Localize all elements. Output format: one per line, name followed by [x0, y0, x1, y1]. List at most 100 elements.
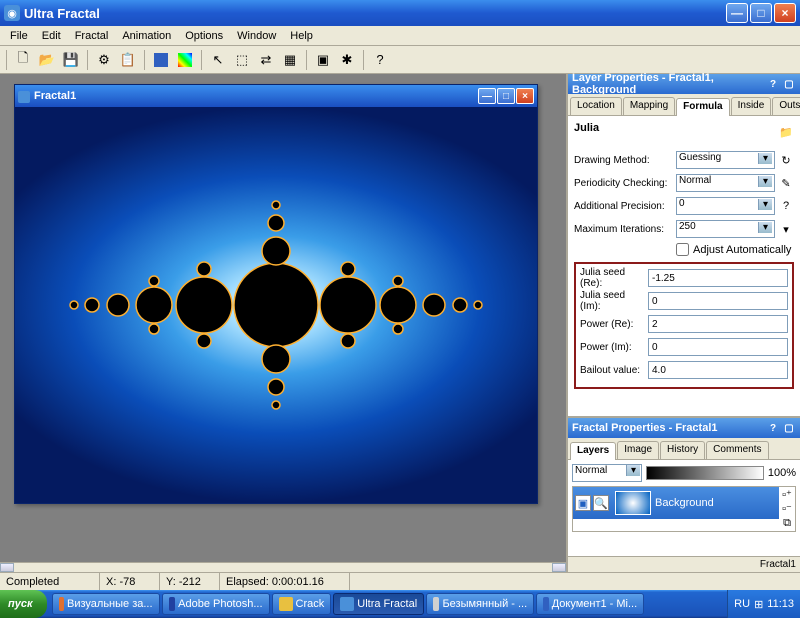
browse-icon[interactable]: ⚙ — [94, 50, 114, 70]
prop-select[interactable]: Normal — [676, 174, 775, 192]
tab-history[interactable]: History — [660, 441, 705, 459]
layer-thumbnail — [615, 491, 651, 515]
prop-select[interactable]: 250 — [676, 220, 775, 238]
maximize-button[interactable]: □ — [750, 3, 772, 23]
param-label: Julia seed (Im): — [580, 290, 648, 312]
prop-row: Periodicity Checking: Normal ✎ — [574, 173, 794, 193]
tab-comments[interactable]: Comments — [706, 441, 768, 459]
tab-layers[interactable]: Layers — [570, 442, 616, 460]
tab-mapping[interactable]: Mapping — [623, 97, 675, 115]
render-icon[interactable]: ▣ — [313, 50, 333, 70]
doc-maximize-button[interactable]: □ — [497, 88, 515, 104]
pointer-icon[interactable]: ↖ — [208, 50, 228, 70]
param-input[interactable] — [648, 338, 788, 356]
taskbar-item[interactable]: Adobe Photosh... — [162, 593, 270, 615]
param-input[interactable] — [648, 361, 788, 379]
opacity-value: 100% — [768, 467, 796, 479]
prop-action-icon[interactable]: ? — [778, 198, 794, 214]
select-icon[interactable]: ⬚ — [232, 50, 252, 70]
param-input[interactable] — [648, 292, 788, 310]
layer-item[interactable]: ▣ 🔍 Background — [573, 487, 779, 519]
document-titlebar[interactable]: Fractal1 — □ × — [15, 85, 537, 107]
doc-minimize-button[interactable]: — — [478, 88, 496, 104]
menu-file[interactable]: File — [4, 28, 34, 44]
workspace-scrollbar[interactable] — [0, 562, 566, 572]
start-button[interactable]: пуск — [0, 590, 47, 618]
blend-mode-select[interactable]: Normal — [572, 464, 642, 482]
new-icon[interactable]: 🗋 — [13, 50, 33, 70]
add-layer-icon[interactable]: ▫⁺ — [782, 489, 792, 501]
explore-icon[interactable]: ✱ — [337, 50, 357, 70]
help-icon[interactable]: ? — [370, 50, 390, 70]
task-app-icon — [59, 597, 64, 611]
prop-label: Additional Precision: — [574, 201, 676, 212]
param-row: Julia seed (Re): — [580, 268, 788, 288]
app-titlebar: ◉ Ultra Fractal — □ × — [0, 0, 800, 26]
fractal-collapse-icon[interactable]: ▢ — [782, 421, 796, 435]
prop-label: Periodicity Checking: — [574, 178, 676, 189]
formula-browse-icon[interactable]: 📁 — [778, 124, 794, 140]
layer-visibility-icon[interactable]: ▣ — [575, 495, 591, 511]
fractal-help-icon[interactable]: ? — [766, 421, 780, 435]
tab-outside[interactable]: Outside — [772, 97, 800, 115]
task-app-icon — [543, 597, 549, 611]
close-button[interactable]: × — [774, 3, 796, 23]
param-input[interactable] — [648, 315, 788, 333]
prop-label: Drawing Method: — [574, 155, 676, 166]
dup-layer-icon[interactable]: ⧉ — [783, 517, 791, 529]
tab-location[interactable]: Location — [570, 97, 622, 115]
taskbar-item[interactable]: Ultra Fractal — [333, 593, 424, 615]
prop-action-icon[interactable]: ✎ — [778, 175, 794, 191]
open-icon[interactable]: 📂 — [37, 50, 57, 70]
param-input[interactable] — [648, 269, 788, 287]
collapse-panel-icon[interactable]: ▢ — [782, 77, 796, 91]
fractal-props-header[interactable]: Fractal Properties - Fractal1 ? ▢ — [568, 418, 800, 438]
color1-icon[interactable] — [151, 50, 171, 70]
toolbar: 🗋 📂 💾 ⚙ 📋 ↖ ⬚ ⇄ ▦ ▣ ✱ ? — [0, 46, 800, 74]
tray-icon[interactable]: ⊞ — [754, 598, 763, 611]
workspace: Fractal1 — □ × — [0, 74, 568, 572]
layer-props-tabs: Location Mapping Formula Inside Outside — [568, 94, 800, 116]
prop-row: Drawing Method: Guessing ↻ — [574, 150, 794, 170]
system-tray: RU ⊞ 11:13 — [727, 590, 800, 618]
adjust-auto-label: Adjust Automatically — [693, 244, 791, 256]
minimize-button[interactable]: — — [726, 3, 748, 23]
layer-mask-icon[interactable]: 🔍 — [593, 495, 609, 511]
switch-icon[interactable]: ⇄ — [256, 50, 276, 70]
taskbar-item[interactable]: Документ1 - Mi... — [536, 593, 644, 615]
menu-animation[interactable]: Animation — [116, 28, 177, 44]
layer-props-header[interactable]: Layer Properties - Fractal1, Background … — [568, 74, 800, 94]
help-panel-icon[interactable]: ? — [766, 77, 780, 91]
fractal-canvas[interactable] — [15, 107, 537, 503]
opacity-slider[interactable] — [646, 466, 764, 480]
fractal-shape — [46, 165, 506, 445]
prop-select[interactable]: 0 — [676, 197, 775, 215]
prop-select[interactable]: Guessing — [676, 151, 775, 169]
adjust-auto-checkbox[interactable] — [676, 243, 689, 256]
color2-icon[interactable] — [175, 50, 195, 70]
side-panels: Layer Properties - Fractal1, Background … — [568, 74, 800, 572]
menu-options[interactable]: Options — [179, 28, 229, 44]
param-row: Power (Im): — [580, 337, 788, 357]
tab-image[interactable]: Image — [617, 441, 659, 459]
fractal-props-panel: Fractal Properties - Fractal1 ? ▢ Layers… — [568, 416, 800, 572]
taskbar-item[interactable]: Визуальные за... — [52, 593, 160, 615]
menu-help[interactable]: Help — [284, 28, 319, 44]
tab-formula[interactable]: Formula — [676, 98, 729, 116]
prop-action-icon[interactable]: ↻ — [778, 152, 794, 168]
menu-fractal[interactable]: Fractal — [69, 28, 115, 44]
tab-inside[interactable]: Inside — [731, 97, 772, 115]
copy-icon[interactable]: 📋 — [118, 50, 138, 70]
doc-close-button[interactable]: × — [516, 88, 534, 104]
gradient-icon[interactable]: ▦ — [280, 50, 300, 70]
menu-edit[interactable]: Edit — [36, 28, 67, 44]
taskbar-item[interactable]: Безымянный - ... — [426, 593, 534, 615]
layers-body: Normal 100% ▣ 🔍 Background ▫⁺ — [568, 460, 800, 556]
fractal-props-tabs: Layers Image History Comments — [568, 438, 800, 460]
main-area: Fractal1 — □ × — [0, 74, 800, 572]
menu-window[interactable]: Window — [231, 28, 282, 44]
del-layer-icon[interactable]: ▫⁻ — [782, 503, 792, 515]
save-icon[interactable]: 💾 — [61, 50, 81, 70]
taskbar-item[interactable]: Crack — [272, 593, 332, 615]
prop-action-icon[interactable]: ▾ — [778, 221, 794, 237]
